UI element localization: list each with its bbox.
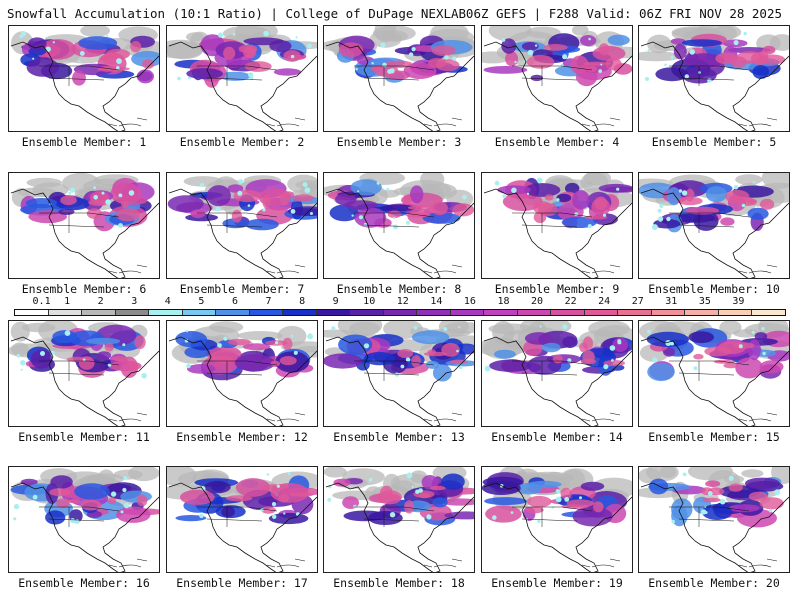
color-scale-tick: 8 [299,296,306,307]
ensemble-member-label: Ensemble Member: 12 [176,430,308,444]
color-scale-swatch [383,310,418,315]
color-scale-tick: 31 [665,296,678,307]
color-scale-swatch [551,310,585,315]
ensemble-member-label: Ensemble Member: 18 [333,576,465,590]
color-scale-swatch [651,310,686,315]
color-scale-tick: 2 [97,296,104,307]
color-scale-tick: 10 [363,296,376,307]
ensemble-member-label: Ensemble Member: 13 [333,430,465,444]
color-scale-swatch [417,310,451,315]
ensemble-member-map [8,172,160,279]
color-scale-swatch [350,310,384,315]
color-scale-tick: 6 [231,296,238,307]
ensemble-member-label: Ensemble Member: 11 [18,430,150,444]
color-scale-tick: 4 [164,296,171,307]
color-scale-tick: 9 [332,296,339,307]
ensemble-member-map [8,320,160,427]
color-scale-swatch [115,310,150,315]
color-scale-tick: 0.1 [32,296,51,307]
ensemble-member-map [323,25,475,132]
ensemble-member-map [323,320,475,427]
ensemble-member-map [8,466,160,573]
color-scale-tick: 18 [497,296,510,307]
color-scale-bar [14,309,786,316]
color-scale-tick: 22 [564,296,577,307]
ensemble-member-map [323,172,475,279]
color-scale-tick: 12 [396,296,409,307]
color-scale-tick: 27 [631,296,644,307]
ensemble-member-label: Ensemble Member: 8 [336,282,462,296]
ensemble-member-map [166,320,318,427]
ensemble-member-map [638,172,790,279]
color-scale-swatch [752,310,785,315]
ensemble-member-label: Ensemble Member: 20 [648,576,780,590]
color-scale-swatch [517,310,552,315]
color-scale-swatch [718,310,753,315]
ensemble-member-map [638,466,790,573]
color-scale-tick: 14 [430,296,443,307]
color-scale-tick: 3 [131,296,138,307]
color-scale-swatch [584,310,619,315]
ensemble-member-label: Ensemble Member: 14 [491,430,623,444]
color-scale-swatch [149,310,183,315]
ensemble-member-map [481,466,633,573]
ensemble-member-map [323,466,475,573]
ensemble-member-label: Ensemble Member: 6 [21,282,147,296]
ensemble-member-label: Ensemble Member: 5 [651,135,777,149]
color-scale-swatch [249,310,284,315]
color-scale-swatch [484,310,518,315]
ensemble-member-map [166,466,318,573]
ensemble-member-label: Ensemble Member: 9 [494,282,620,296]
color-scale-tick: 16 [463,296,476,307]
color-scale-tick: 1 [64,296,71,307]
color-scale-tick: 5 [198,296,205,307]
ensemble-member-label: Ensemble Member: 19 [491,576,623,590]
ensemble-member-map [638,320,790,427]
ensemble-member-label: Ensemble Member: 3 [336,135,462,149]
ensemble-member-label: Ensemble Member: 4 [494,135,620,149]
color-scale-tick: 39 [732,296,745,307]
ensemble-member-label: Ensemble Member: 15 [648,430,780,444]
ensemble-member-label: Ensemble Member: 17 [176,576,308,590]
color-scale-swatch [316,310,351,315]
ensemble-member-map [166,25,318,132]
header-right-title: 06Z GEFS | F288 Valid: 06Z FRI NOV 28 20… [465,6,782,21]
ensemble-member-map [481,172,633,279]
ensemble-member-label: Ensemble Member: 16 [18,576,150,590]
ensemble-member-map [481,320,633,427]
color-scale-swatch [15,310,49,315]
ensemble-member-map [481,25,633,132]
color-scale-swatch [450,310,485,315]
ensemble-member-label: Ensemble Member: 2 [179,135,305,149]
ensemble-member-label: Ensemble Member: 7 [179,282,305,296]
color-scale-tick: 24 [598,296,611,307]
color-scale-swatch [82,310,116,315]
color-scale-swatch [618,310,652,315]
color-scale-swatch [216,310,250,315]
color-scale-swatch [283,310,317,315]
color-scale-swatch [182,310,217,315]
color-scale-swatch [685,310,719,315]
ensemble-member-map [8,25,160,132]
color-scale-tick: 35 [698,296,711,307]
ensemble-member-map [166,172,318,279]
color-scale-ticks: 0.1 1 2 3 4 5 6 7 8 9 10 12 14 16 18 20 22 24 27 31 35 39 [14,296,786,308]
ensemble-member-label: Ensemble Member: 10 [648,282,780,296]
header-left-title: Snowfall Accumulation (10:1 Ratio) | Col… [7,6,467,21]
ensemble-member-map [638,25,790,132]
color-scale-swatch [48,310,83,315]
ensemble-member-label: Ensemble Member: 1 [21,135,147,149]
color-scale-tick: 7 [265,296,272,307]
color-scale-tick: 20 [531,296,544,307]
